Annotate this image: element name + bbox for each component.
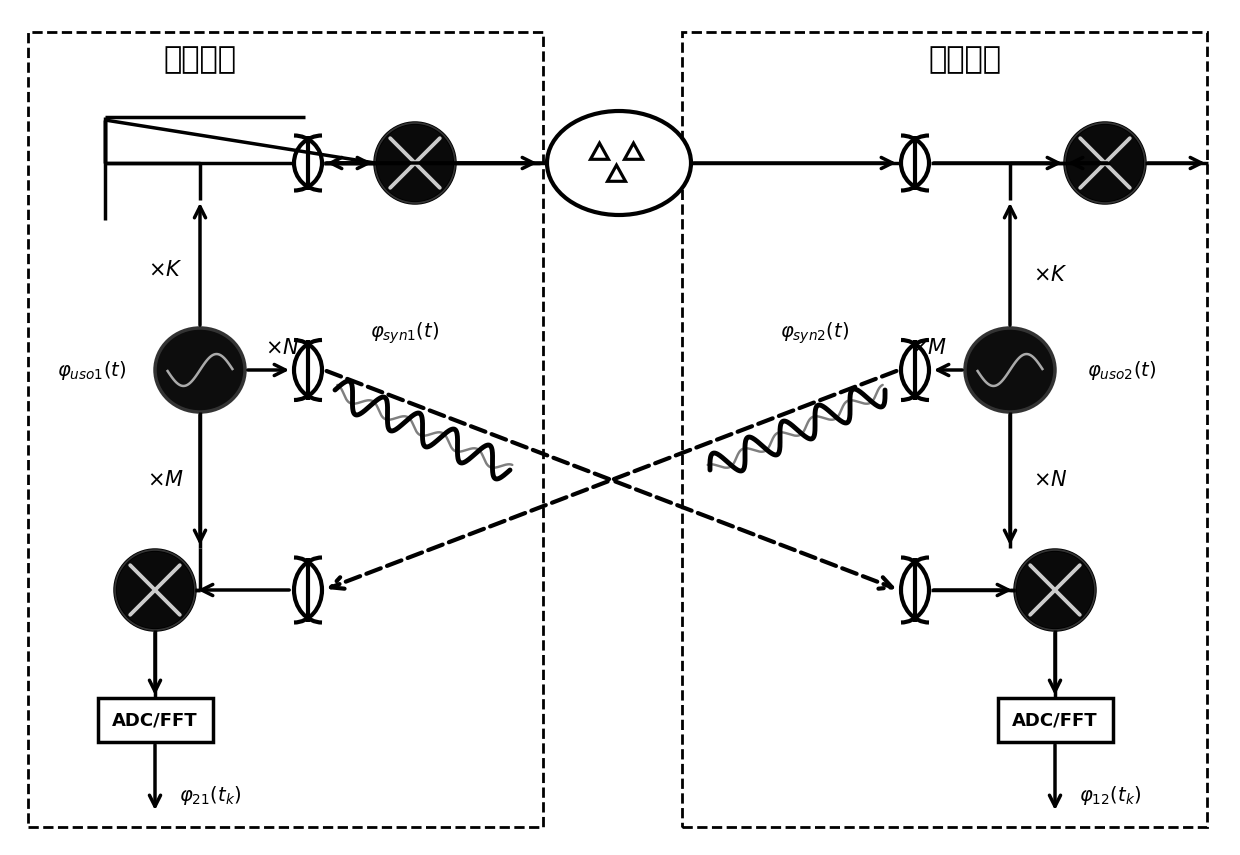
Text: $\times M$: $\times M$ [146, 470, 184, 490]
Text: $\varphi_{uso2}(t)$: $\varphi_{uso2}(t)$ [1087, 358, 1157, 381]
Text: $\times M$: $\times M$ [909, 338, 946, 358]
Ellipse shape [155, 328, 246, 412]
Text: $\varphi_{21}(t_k)$: $\varphi_{21}(t_k)$ [179, 783, 242, 806]
Text: $\varphi_{syn2}(t)$: $\varphi_{syn2}(t)$ [780, 321, 849, 345]
Bar [997, 698, 1112, 742]
Bar [682, 32, 1207, 827]
Bar [98, 698, 212, 742]
Circle shape [374, 123, 455, 203]
Circle shape [1016, 550, 1095, 630]
Circle shape [1065, 123, 1145, 203]
Text: $\varphi_{12}(t_k)$: $\varphi_{12}(t_k)$ [1079, 783, 1141, 806]
Text: $\times K$: $\times K$ [1033, 265, 1068, 285]
Ellipse shape [965, 328, 1055, 412]
Text: $\varphi_{uso1}(t)$: $\varphi_{uso1}(t)$ [57, 358, 126, 381]
Text: $\times N$: $\times N$ [1033, 470, 1068, 490]
Text: $\varphi_{syn1}(t)$: $\varphi_{syn1}(t)$ [371, 321, 440, 345]
Text: 发射卫星: 发射卫星 [164, 45, 237, 74]
Circle shape [115, 550, 195, 630]
Text: ADC/FFT: ADC/FFT [1012, 711, 1097, 729]
Ellipse shape [547, 111, 691, 215]
Text: $\times K$: $\times K$ [148, 260, 182, 280]
Text: $\times N$: $\times N$ [264, 338, 299, 358]
Text: ADC/FFT: ADC/FFT [112, 711, 198, 729]
Text: 接收卫星: 接收卫星 [929, 45, 1002, 74]
Bar [29, 32, 543, 827]
